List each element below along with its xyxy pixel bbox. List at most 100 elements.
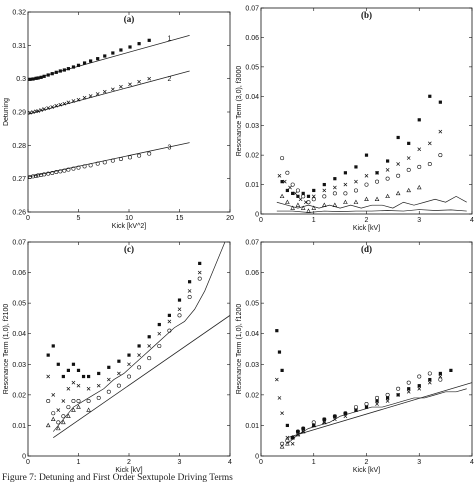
data-point <box>364 173 369 178</box>
data-point <box>449 368 453 372</box>
data-point <box>396 386 401 391</box>
data-point <box>322 194 327 199</box>
data-point <box>197 270 202 275</box>
data-point <box>375 170 379 175</box>
data-point <box>293 191 298 196</box>
data-point <box>353 199 359 204</box>
data-point <box>375 402 379 406</box>
data-point <box>66 67 70 71</box>
data-point <box>306 208 311 213</box>
x-tick-label: 0 <box>26 215 30 222</box>
y-tick-label: 0.04 <box>12 331 26 338</box>
data-point <box>417 386 422 391</box>
data-point <box>322 202 327 207</box>
data-point <box>274 377 279 382</box>
data-point <box>127 362 131 367</box>
data-point <box>385 176 390 181</box>
data-point <box>116 383 121 388</box>
data-point <box>406 389 411 394</box>
data-point <box>87 374 91 379</box>
simulation-curve <box>276 209 467 213</box>
plot-area <box>276 94 467 213</box>
y-tick-label: 0.01 <box>12 423 26 430</box>
data-point <box>280 411 284 416</box>
data-point <box>332 202 338 207</box>
y-tick-label: 0.27 <box>12 176 26 183</box>
data-point <box>128 45 132 49</box>
data-point <box>296 194 300 198</box>
y-axis-label: Resonance Term (1,0), f2100 <box>3 304 10 395</box>
data-point <box>364 182 369 187</box>
data-point <box>56 420 61 425</box>
data-point <box>333 414 337 418</box>
data-point <box>428 94 432 98</box>
data-point <box>364 402 369 407</box>
data-point <box>28 110 32 115</box>
data-point <box>82 95 87 100</box>
data-point <box>279 193 285 199</box>
data-series-x <box>274 374 443 446</box>
data-point <box>137 353 141 357</box>
y-tick-label: 0.03 <box>245 123 259 130</box>
data-point <box>438 129 443 134</box>
y-tick-label: 0.07 <box>245 6 259 13</box>
data-point <box>406 156 411 160</box>
data-point <box>364 153 369 157</box>
data-point <box>295 429 300 434</box>
data-point <box>285 423 289 428</box>
data-point <box>417 118 421 122</box>
data-point <box>127 374 132 379</box>
data-point <box>375 399 379 403</box>
x-tick-label: 20 <box>226 215 234 222</box>
curve-label: 3 <box>167 145 171 152</box>
data-point <box>290 441 295 446</box>
data-point <box>322 417 326 421</box>
panel-title: (a) <box>124 14 135 24</box>
y-tick-label: 0.06 <box>245 270 259 277</box>
data-point <box>157 322 161 327</box>
data-point <box>66 405 71 410</box>
data-point <box>428 377 432 382</box>
data-point <box>71 65 76 69</box>
data-point <box>322 182 326 187</box>
data-point <box>66 368 70 372</box>
chart-panel-b: 0 1 2 3 4 0 0.01 0.02 0.03 0.04 0.05 0.06 0.07 Kick [… <box>236 6 474 233</box>
data-point <box>385 392 390 397</box>
data-point <box>54 70 58 74</box>
curve-label: 2 <box>167 76 171 83</box>
data-point <box>290 435 295 440</box>
data-point <box>374 196 380 201</box>
figure-caption: Figure 7: Detuning and First Order Sextu… <box>2 473 233 482</box>
data-point <box>364 405 369 409</box>
data-point <box>46 171 51 176</box>
chart-panel-d: 0 1 2 3 4 0 0.01 0.02 0.03 0.04 0.05 0.06 0.07 Kick [… <box>236 240 474 475</box>
data-series-square <box>275 329 453 440</box>
data-point <box>137 79 141 84</box>
data-point <box>71 407 76 412</box>
data-point <box>295 202 301 207</box>
x-tick-label: 2 <box>365 217 369 224</box>
data-point <box>290 205 295 210</box>
data-point <box>354 165 358 169</box>
y-tick-label: 0.06 <box>245 35 259 42</box>
data-series-circle <box>28 151 152 180</box>
x-tick-label: 2 <box>365 459 369 466</box>
data-point <box>137 344 141 348</box>
data-point <box>285 170 290 175</box>
data-point <box>438 377 443 382</box>
data-point <box>295 431 301 437</box>
data-series-triangle <box>279 419 327 449</box>
simulation-curve <box>276 195 467 209</box>
data-point <box>31 77 35 81</box>
y-tick-label: 0.01 <box>245 182 259 189</box>
data-point <box>396 393 400 397</box>
data-point <box>311 423 316 428</box>
y-tick-label: 0.07 <box>245 240 259 247</box>
data-point <box>291 191 295 195</box>
data-point <box>76 165 81 170</box>
data-point <box>396 135 400 140</box>
data-point <box>106 389 111 394</box>
data-point <box>42 107 47 111</box>
data-point <box>58 69 62 73</box>
data-point <box>56 408 61 412</box>
